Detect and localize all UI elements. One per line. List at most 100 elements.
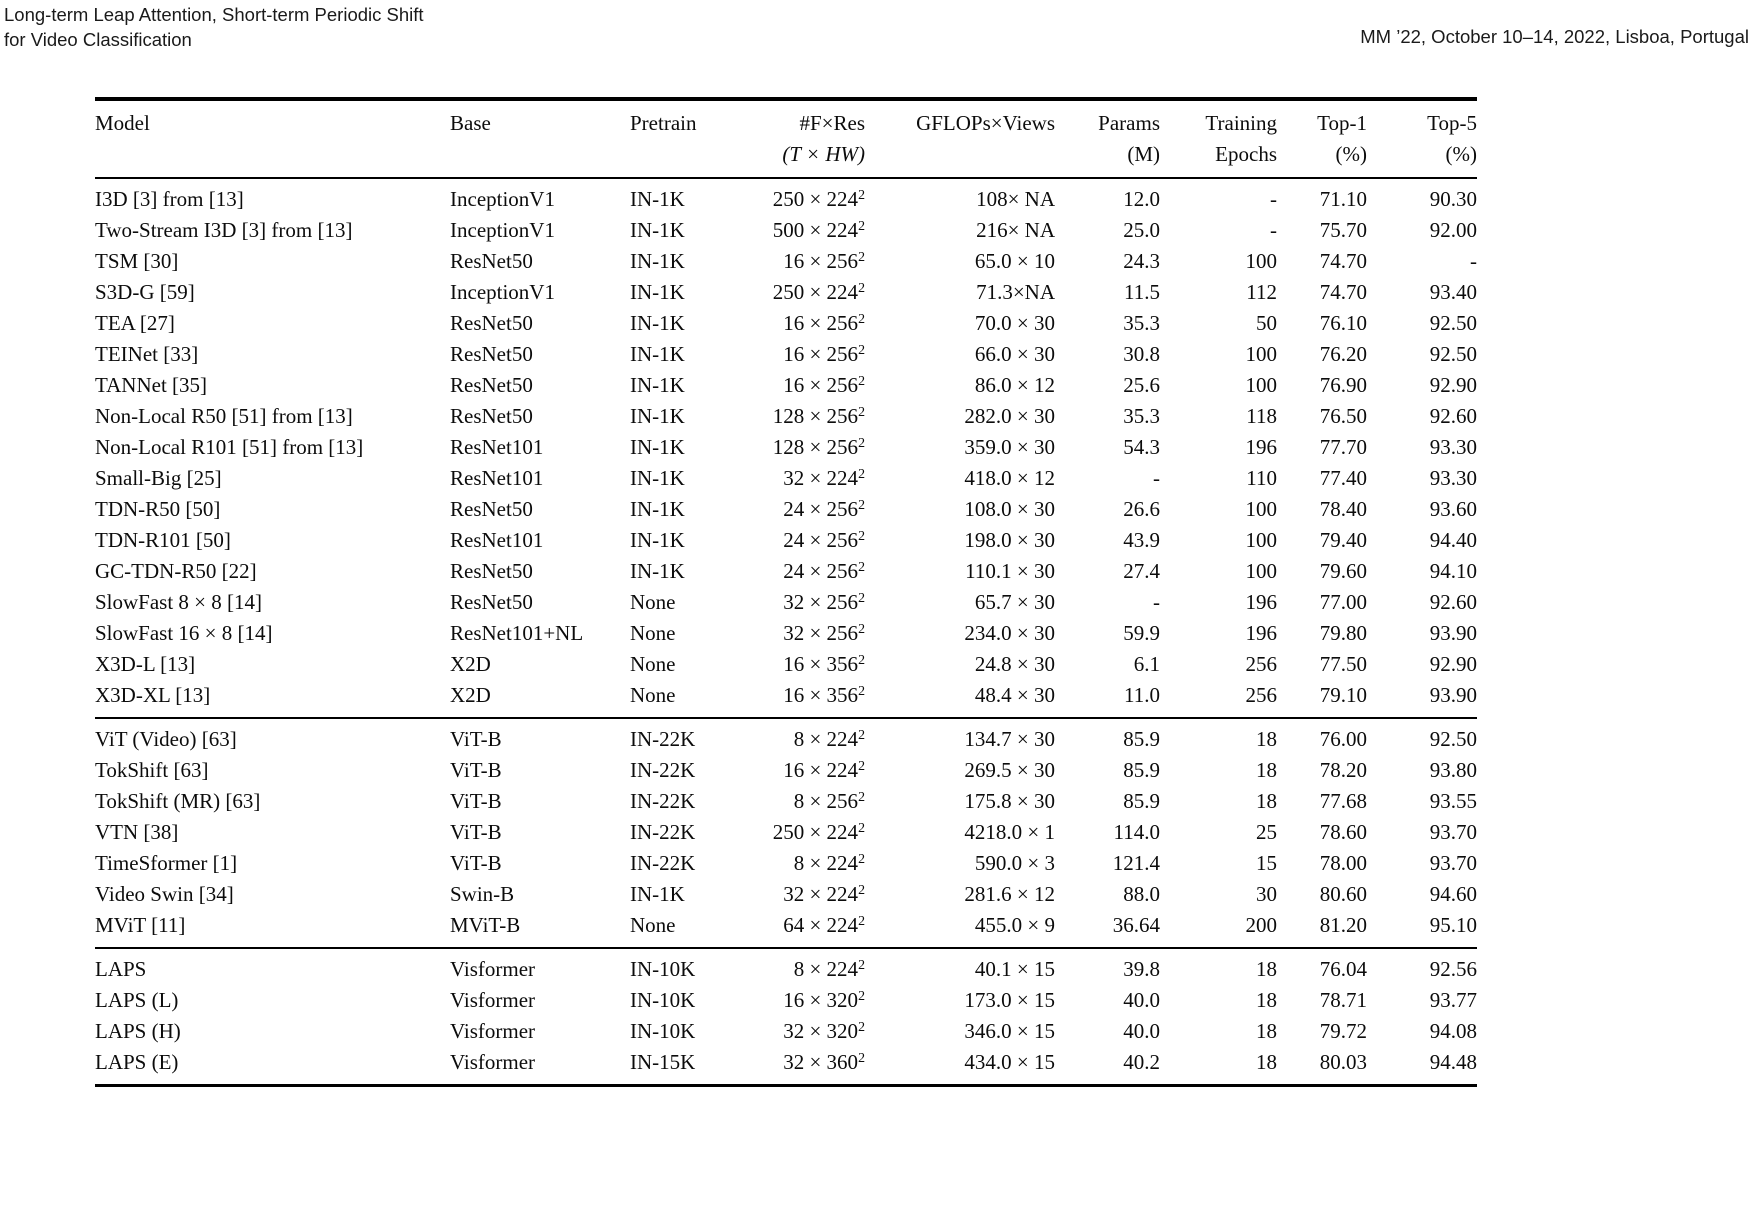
cell-top5-accuracy: 92.00 xyxy=(1429,218,1477,242)
table-row: Two-Stream I3D [3] from [13] InceptionV1 I… xyxy=(95,215,1477,246)
table-row: Video Swin [34] Swin-B IN-1K 32 × 2242 281.6… xyxy=(95,879,1477,910)
cell-training-epochs: 100 xyxy=(1245,497,1278,521)
cell-frames-resolution: 250 × 2242 xyxy=(772,187,865,211)
resolution-exponent: 2 xyxy=(858,218,865,233)
cell-top1-accuracy: 76.90 xyxy=(1319,373,1367,397)
cell-frames-resolution: 32 × 2562 xyxy=(783,621,865,645)
resolution-exponent: 2 xyxy=(858,727,865,742)
cell-top5-accuracy: 93.70 xyxy=(1429,820,1477,844)
table-row: Non-Local R101 [51] from [13] ResNet101 IN… xyxy=(95,432,1477,463)
cell-base: Swin-B xyxy=(450,882,515,906)
cell-base: ViT-B xyxy=(450,789,502,813)
table-row: Small-Big [25] ResNet101 IN-1K 32 × 2242 418… xyxy=(95,463,1477,494)
cell-top1-accuracy: 76.04 xyxy=(1319,957,1367,981)
cell-base: MViT-B xyxy=(450,913,521,937)
cell-params: 43.9 xyxy=(1123,528,1160,552)
column-subheader-params-units: (M) xyxy=(1127,142,1160,166)
cell-base: Visformer xyxy=(450,957,536,981)
cell-training-epochs: 100 xyxy=(1245,249,1278,273)
cell-model: TEA [27] xyxy=(95,311,175,335)
cell-params: 54.3 xyxy=(1123,435,1160,459)
table-row: S3D-G [59] InceptionV1 IN-1K 250 × 2242 71.3… xyxy=(95,277,1477,308)
resolution-exponent: 2 xyxy=(858,882,865,897)
cell-frames-resolution: 16 × 3562 xyxy=(783,683,865,707)
paper-title-line2: for Video Classification xyxy=(4,29,192,50)
resolution-exponent: 2 xyxy=(858,311,865,326)
cell-model: LAPS (H) xyxy=(95,1019,181,1043)
cell-frames-resolution: 16 × 3202 xyxy=(783,988,865,1012)
cell-base: ResNet101 xyxy=(450,466,544,490)
cell-top1-accuracy: 74.70 xyxy=(1319,280,1367,304)
cell-gflops-views: 282.0 × 30 xyxy=(964,404,1055,428)
cell-model: TimeSformer [1] xyxy=(95,851,238,875)
column-subheader-top1-units: (%) xyxy=(1335,142,1367,166)
cell-frames-resolution: 32 × 2242 xyxy=(783,882,865,906)
cell-model: Video Swin [34] xyxy=(95,882,234,906)
cell-frames-resolution: 16 × 2242 xyxy=(783,758,865,782)
cell-frames-resolution: 16 × 2562 xyxy=(783,373,865,397)
resolution-exponent: 2 xyxy=(858,249,865,264)
column-header-base: Base xyxy=(450,111,491,135)
table-row: TEA [27] ResNet50 IN-1K 16 × 2562 70.0 × 30 3… xyxy=(95,308,1477,339)
resolution-exponent: 2 xyxy=(858,497,865,512)
cell-base: InceptionV1 xyxy=(450,187,555,211)
cell-params: 24.3 xyxy=(1123,249,1160,273)
table-row: X3D-XL [13] X2D None 16 × 3562 48.4 × 30 11.0… xyxy=(95,680,1477,718)
cell-top1-accuracy: 80.03 xyxy=(1319,1050,1367,1074)
results-table-wrapper: Model Base Pretrain #F×Res GFLOPs×Views … xyxy=(95,97,1477,1087)
cell-gflops-views: 455.0 × 9 xyxy=(974,913,1055,937)
column-header-model: Model xyxy=(95,111,150,135)
cell-pretrain: None xyxy=(630,621,676,645)
table-row: TDN-R50 [50] ResNet50 IN-1K 24 × 2562 108.0 … xyxy=(95,494,1477,525)
cell-gflops-views: 66.0 × 30 xyxy=(974,342,1055,366)
table-row: LAPS Visformer IN-10K 8 × 2242 40.1 × 15 39.8… xyxy=(95,948,1477,985)
venue-header: MM ’22, October 10–14, 2022, Lisboa, Por… xyxy=(1360,26,1749,47)
cell-top1-accuracy: 79.60 xyxy=(1319,559,1367,583)
table-row: MViT [11] MViT-B None 64 × 2242 455.0 × 9 36.… xyxy=(95,910,1477,948)
cell-frames-resolution: 32 × 2562 xyxy=(783,590,865,614)
table-row: I3D [3] from [13] InceptionV1 IN-1K 250 × 2… xyxy=(95,178,1477,215)
cell-gflops-views: 65.0 × 10 xyxy=(974,249,1055,273)
cell-params: 26.6 xyxy=(1123,497,1160,521)
cell-frames-resolution: 250 × 2242 xyxy=(772,280,865,304)
cell-model: LAPS xyxy=(95,957,147,981)
resolution-exponent: 2 xyxy=(858,590,865,605)
cell-params: 35.3 xyxy=(1123,311,1160,335)
cell-params: 40.0 xyxy=(1123,988,1160,1012)
cell-params: 11.5 xyxy=(1124,280,1160,304)
cell-base: Visformer xyxy=(450,1019,536,1043)
cell-model: SlowFast 8 × 8 [14] xyxy=(95,590,263,614)
resolution-exponent: 2 xyxy=(858,957,865,972)
cell-training-epochs: 100 xyxy=(1245,528,1278,552)
cell-gflops-views: 216× NA xyxy=(976,218,1055,242)
cell-gflops-views: 234.0 × 30 xyxy=(964,621,1055,645)
cell-training-epochs: 18 xyxy=(1256,957,1277,981)
cell-top5-accuracy: 93.55 xyxy=(1429,789,1477,813)
cell-training-epochs: 18 xyxy=(1256,1050,1277,1074)
cell-params: 121.4 xyxy=(1112,851,1160,875)
cell-top1-accuracy: 74.70 xyxy=(1319,249,1367,273)
cell-top5-accuracy: 95.10 xyxy=(1429,913,1477,937)
cell-top5-accuracy: 93.30 xyxy=(1429,466,1477,490)
cell-pretrain: IN-1K xyxy=(630,882,685,906)
cell-gflops-views: 108× NA xyxy=(976,187,1055,211)
cell-model: TDN-R50 [50] xyxy=(95,497,221,521)
cell-pretrain: IN-22K xyxy=(630,758,696,782)
cell-params: 12.0 xyxy=(1123,187,1160,211)
table-row: X3D-L [13] X2D None 16 × 3562 24.8 × 30 6.1 25… xyxy=(95,649,1477,680)
cell-top5-accuracy: 93.90 xyxy=(1429,683,1477,707)
cell-frames-resolution: 16 × 2562 xyxy=(783,311,865,335)
cell-pretrain: IN-10K xyxy=(630,1019,696,1043)
cell-frames-resolution: 8 × 2242 xyxy=(793,851,865,875)
cell-gflops-views: 281.6 × 12 xyxy=(964,882,1055,906)
cell-top5-accuracy: 93.70 xyxy=(1429,851,1477,875)
cell-frames-resolution: 128 × 2562 xyxy=(772,435,865,459)
cell-frames-resolution: 32 × 2242 xyxy=(783,466,865,490)
results-table: Model Base Pretrain #F×Res GFLOPs×Views … xyxy=(95,97,1477,1087)
cell-frames-resolution: 8 × 2562 xyxy=(793,789,865,813)
cell-frames-resolution: 500 × 2242 xyxy=(772,218,865,242)
cell-top5-accuracy: 94.60 xyxy=(1429,882,1477,906)
cell-top1-accuracy: 79.40 xyxy=(1319,528,1367,552)
cell-training-epochs: 196 xyxy=(1245,435,1278,459)
cell-top5-accuracy: - xyxy=(1470,249,1477,273)
